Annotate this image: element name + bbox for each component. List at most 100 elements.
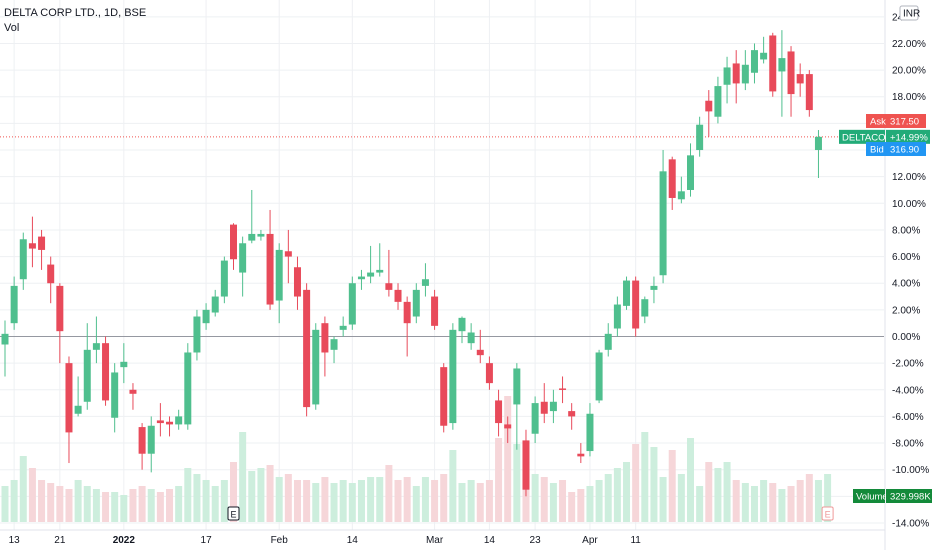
time-axis-tick-label: 23 [530, 535, 542, 546]
candle-body [741, 64, 749, 84]
candle [668, 156, 676, 210]
volume-bar [394, 480, 402, 522]
candle-body [696, 124, 704, 151]
candle [321, 316, 329, 377]
candle [102, 336, 110, 406]
volume-bar [220, 480, 228, 522]
candle [814, 130, 822, 178]
candle [303, 283, 311, 417]
candle-body [28, 243, 36, 249]
volume-bar [805, 474, 813, 522]
candle-body [714, 86, 722, 117]
volume-bar [787, 486, 795, 522]
volume-bar [385, 465, 393, 522]
pct-tag-value: +14.99% [890, 132, 928, 143]
symbol-tag-bg [839, 129, 885, 144]
candle [431, 289, 439, 330]
volume-bar [668, 450, 676, 522]
candle [796, 63, 804, 97]
volume-bar [531, 474, 539, 522]
candle-body [778, 58, 786, 72]
price-axis-tick-label: 24 [892, 12, 904, 23]
price-axis-tick-label: 10.00% [892, 199, 926, 210]
candle-body [732, 63, 740, 84]
candle-body [504, 424, 512, 429]
price-axis-tick-label: 18.00% [892, 92, 926, 103]
price-axis-tick-label: -4.00% [892, 385, 924, 396]
candle-body [595, 352, 603, 401]
candle [412, 283, 420, 324]
volume-bar [47, 483, 55, 522]
volume-bar [339, 480, 347, 522]
bid-tag-label-bg [866, 142, 886, 156]
candle-body [376, 269, 384, 273]
volume-bar [19, 456, 27, 522]
volume-bar [257, 468, 265, 522]
candle-body [38, 236, 46, 250]
candle-body [339, 325, 347, 330]
candle-body [540, 401, 548, 414]
volume-bar [632, 444, 640, 522]
candle [83, 323, 91, 410]
candle-body [549, 401, 557, 412]
volume-bar [184, 468, 192, 522]
symbol-tag-label: DELTACORP [842, 132, 899, 143]
earnings-event-marker[interactable]: E [821, 506, 834, 521]
price-axis-tick-label: 8.00% [892, 225, 920, 236]
candle-body [193, 316, 201, 353]
candle-body [138, 427, 146, 454]
candle [650, 276, 658, 304]
volume-bar [403, 477, 411, 522]
candle [732, 50, 740, 104]
volume-bar [412, 486, 420, 522]
volume-tag-value: 329.998K [890, 492, 931, 503]
candle [495, 389, 503, 437]
candle [284, 229, 292, 284]
currency-badge-box [899, 5, 919, 21]
candle-body [421, 279, 429, 286]
candle [330, 336, 338, 364]
volume-bar [696, 486, 704, 522]
candle-body [522, 440, 530, 490]
candle-body [403, 301, 411, 324]
volume-bar [732, 480, 740, 522]
volume-bar [659, 477, 667, 522]
candle [56, 283, 64, 364]
candle-body [293, 267, 301, 297]
symbol-tag: DELTACORP+14.99% [839, 129, 930, 144]
event-marker-letter: E [825, 510, 831, 520]
candle [147, 416, 155, 473]
candle-body [559, 388, 567, 390]
candle [312, 323, 320, 410]
ask-tag-label: Ask [870, 117, 886, 128]
candle [604, 323, 612, 357]
volume-bar [586, 486, 594, 522]
volume-bar [202, 480, 210, 522]
candle [339, 316, 347, 337]
volume-bar [495, 438, 503, 522]
candle-body [74, 405, 82, 414]
price-axis-tick-label: 6.00% [892, 252, 920, 263]
candle [111, 363, 119, 433]
candle [659, 150, 667, 284]
volume-bar [677, 474, 685, 522]
candle-body [202, 309, 210, 324]
candle [513, 363, 521, 450]
volume-bar [577, 489, 585, 522]
earnings-event-marker[interactable]: E [227, 506, 240, 521]
price-axis-tick-label: -8.00% [892, 439, 924, 450]
candle [19, 232, 27, 290]
candles [1, 30, 822, 497]
candle [376, 243, 384, 277]
candle [357, 269, 365, 290]
candle [714, 76, 722, 124]
price-axis-tick-label: 2.00% [892, 305, 920, 316]
volume-bar [65, 489, 73, 522]
volume-bar [348, 483, 356, 522]
volume-bar [714, 468, 722, 522]
candle [230, 223, 237, 270]
candle-body [156, 420, 164, 424]
price-axis-tick-label: 20.00% [892, 66, 926, 77]
candle-body [577, 453, 585, 457]
